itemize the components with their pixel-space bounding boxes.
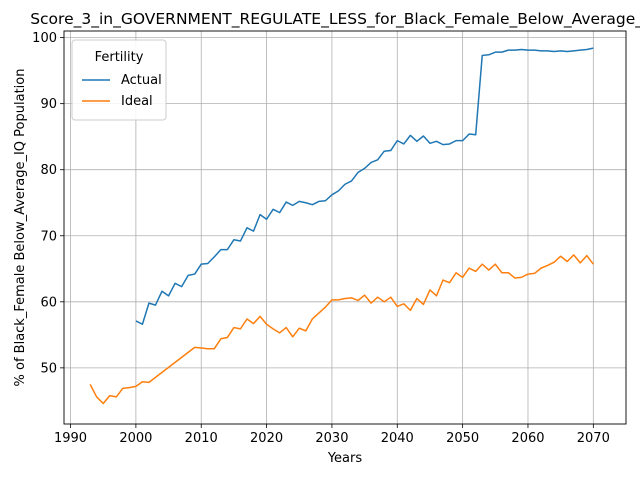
x-tick-label: 2060: [511, 431, 544, 446]
x-tick-label: 2070: [577, 431, 610, 446]
y-tick-label: 50: [40, 361, 57, 376]
x-tick-label: 2050: [446, 431, 479, 446]
legend: Fertility Actual Ideal: [71, 39, 167, 121]
axis-ticks: 1990 2000 2010 2020 2030 2040 2050 2060 2070 50 60…: [32, 31, 610, 446]
y-tick-label: 70: [40, 229, 57, 244]
y-tick-label: 80: [40, 163, 57, 178]
series-layer: [89, 47, 594, 405]
legend-box: [71, 39, 167, 121]
legend-label-ideal: Ideal: [121, 94, 153, 109]
x-tick-label: 2000: [119, 431, 152, 446]
x-tick-label: 2040: [381, 431, 414, 446]
grid-lines: [64, 31, 626, 424]
series-line-actual: [135, 47, 594, 326]
y-axis-label: % of Black_Female Below_Average_IQ Popul…: [13, 69, 28, 387]
x-tick-label: 1990: [54, 431, 87, 446]
x-axis-label: Years: [327, 451, 363, 466]
x-tick-label: 2030: [315, 431, 348, 446]
x-tick-label: 2010: [185, 431, 218, 446]
y-tick-label: 60: [40, 295, 57, 310]
y-tick-label: 100: [32, 31, 57, 46]
y-tick-label: 90: [40, 97, 57, 112]
legend-items: Actual Ideal: [82, 73, 162, 109]
chart-title: Score_3_in_GOVERNMENT_REGULATE_LESS_for_…: [30, 10, 640, 29]
series-line-ideal: [89, 254, 594, 405]
x-tick-label: 2020: [250, 431, 283, 446]
legend-label-actual: Actual: [121, 73, 162, 88]
plot-frame: [63, 30, 627, 425]
legend-title: Fertility: [95, 50, 144, 65]
